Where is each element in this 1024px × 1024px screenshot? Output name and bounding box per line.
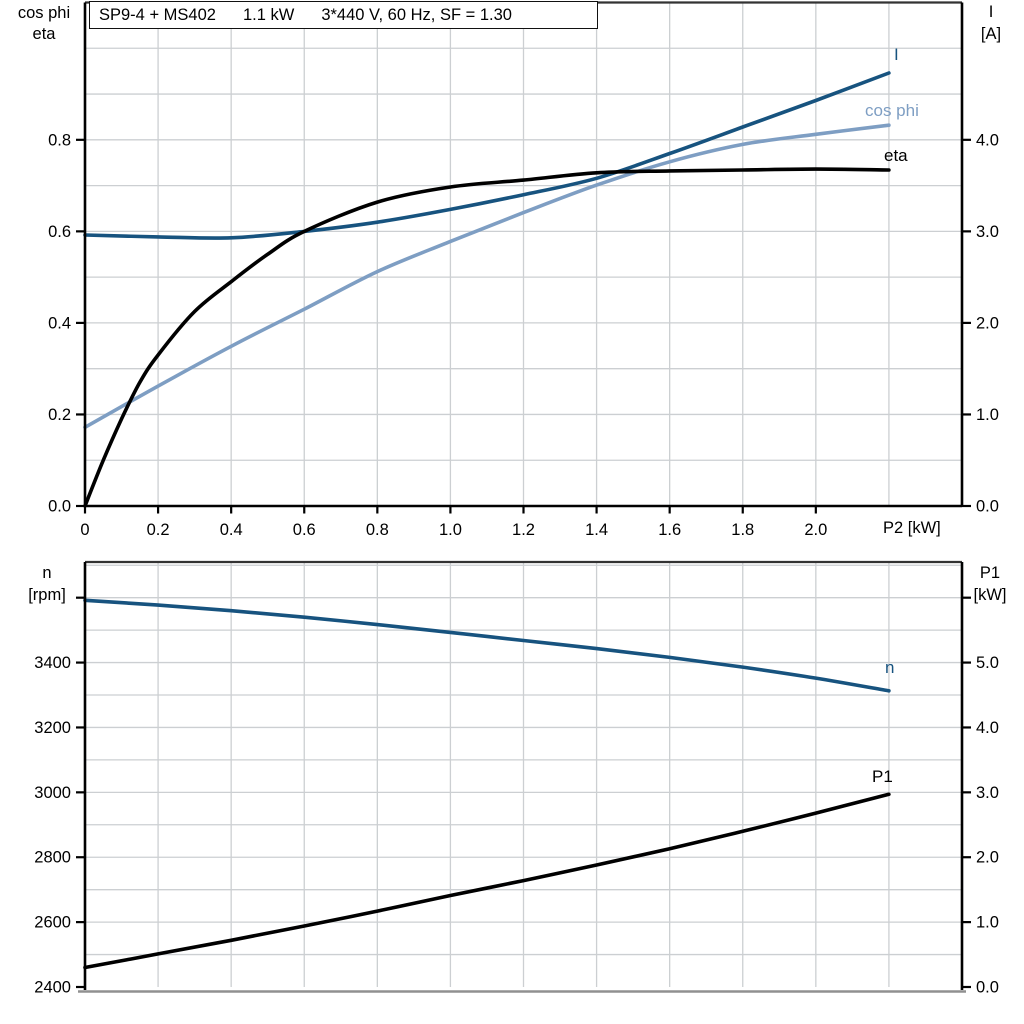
P1-curve [83, 792, 891, 970]
title-model: SP9-4 + MS402 [99, 5, 216, 24]
x-tick-label: 0.4 [220, 521, 243, 539]
axis-title-cos-phi: cos phi [17, 4, 71, 22]
eta-curve [83, 167, 891, 508]
axis-title-eta: eta [32, 25, 56, 43]
left-tick-label: 0.4 [48, 314, 71, 332]
left-tick-label: 2600 [34, 914, 71, 932]
right-tick-label: 4.0 [976, 719, 999, 737]
left-tick-label: 0.8 [48, 131, 71, 149]
right-tick-label: 0.0 [976, 979, 999, 997]
right-tick-label: 2.0 [976, 849, 999, 867]
axis-title-I: I [988, 3, 994, 21]
x-tick-label: 1.2 [512, 521, 535, 539]
left-tick-label: 0.0 [48, 498, 71, 516]
I-curve [83, 71, 891, 240]
x-tick-label: 0.8 [366, 521, 389, 539]
right-tick-label: 2.0 [976, 314, 999, 332]
left-tick-label: 2400 [34, 979, 71, 997]
bottom-left-axis-title: n [rpm] [2, 562, 92, 606]
curve-label-n: n [885, 658, 895, 677]
x-tick-label: 0 [80, 521, 89, 539]
right-tick-label: 1.0 [976, 914, 999, 932]
top-right-axis-title: I [A] [959, 1, 1023, 45]
left-tick-label: 2800 [34, 849, 71, 867]
bottom-right-axis-title: P1 [kW] [957, 562, 1023, 606]
x-tick-label: 2.0 [804, 521, 827, 539]
top-left-axis-title: cos phi eta [0, 3, 88, 45]
chart-title-box: SP9-4 + MS402 1.1 kW 3*440 V, 60 Hz, SF … [89, 1, 598, 29]
x-tick-label: 1.0 [439, 521, 462, 539]
axis-title-kw-unit: [kW] [973, 586, 1007, 604]
title-power: 1.1 kW [242, 5, 295, 24]
curve-label-cos-phi: cos phi [865, 101, 919, 120]
x-axis-title-p2: P2 [kW] [883, 519, 941, 537]
curve-label-eta: eta [884, 146, 908, 165]
n-curve [83, 598, 891, 693]
right-tick-label: 3.0 [976, 784, 999, 802]
left-tick-label: 3400 [34, 654, 71, 672]
right-tick-label: 1.0 [976, 406, 999, 424]
left-tick-label: 3200 [34, 719, 71, 737]
right-tick-label: 3.0 [976, 223, 999, 241]
x-tick-label: 0.6 [293, 521, 316, 539]
left-tick-label: 3000 [34, 784, 71, 802]
curve-label-I: I [894, 45, 899, 64]
cos-phi-curve [83, 123, 891, 430]
x-tick-label: 1.8 [731, 521, 754, 539]
left-tick-label: 0.2 [48, 406, 71, 424]
x-tick-label: 1.4 [585, 521, 608, 539]
axis-title-n: n [42, 564, 52, 582]
axis-title-amps-unit: [A] [980, 25, 1002, 43]
x-tick-label: 0.2 [147, 521, 170, 539]
curve-label-p1: P1 [872, 767, 893, 786]
right-tick-label: 5.0 [976, 654, 999, 672]
axis-title-rpm-unit: [rpm] [28, 586, 66, 604]
left-tick-label: 0.6 [48, 223, 71, 241]
x-tick-label: 1.6 [658, 521, 681, 539]
title-conditions: 3*440 V, 60 Hz, SF = 1.30 [321, 5, 512, 24]
right-tick-label: 4.0 [976, 131, 999, 149]
right-tick-label: 0.0 [976, 498, 999, 516]
axis-title-p1: P1 [979, 564, 1001, 582]
